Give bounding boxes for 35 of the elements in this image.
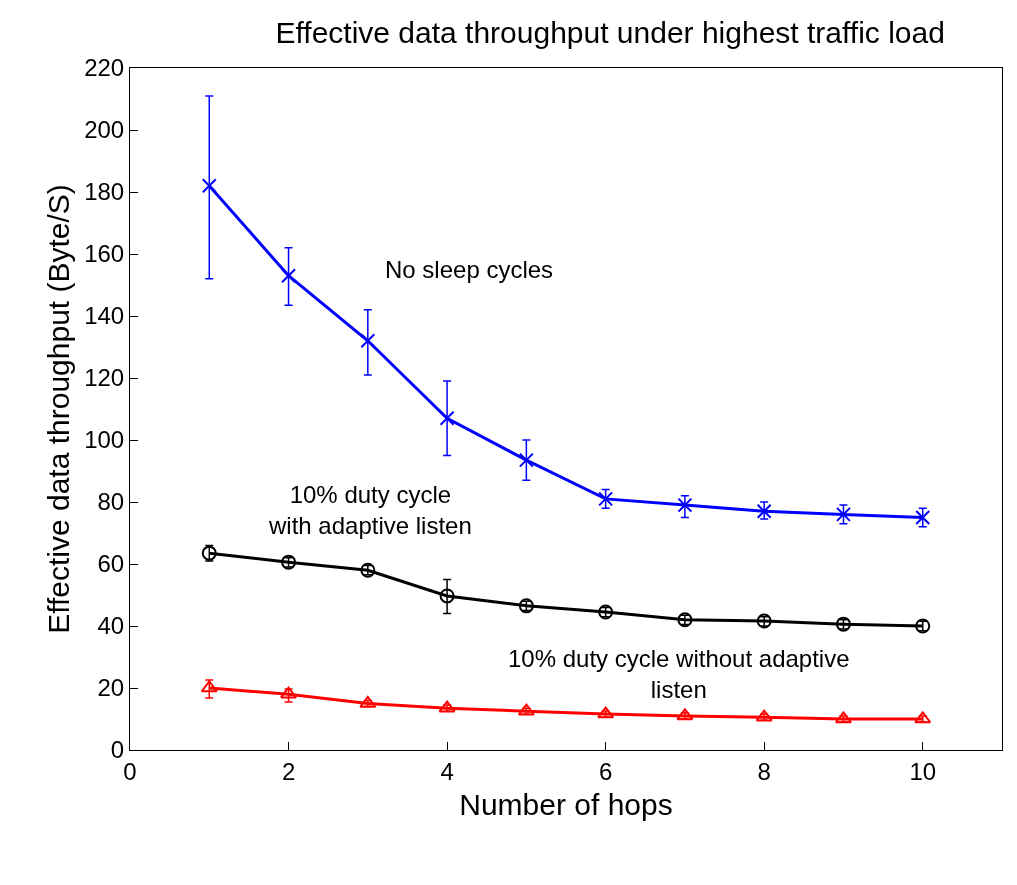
point xyxy=(518,452,534,468)
point xyxy=(755,709,773,722)
x-tick-label: 6 xyxy=(598,757,613,785)
y-axis-title: Effective data throughput (Byte/S) xyxy=(42,184,76,634)
y-tick-label: 40 xyxy=(97,612,125,640)
point xyxy=(200,680,218,693)
annotation: 10% duty cycle without adaptive listen xyxy=(508,645,850,704)
point xyxy=(438,700,456,713)
point xyxy=(677,497,693,513)
point xyxy=(201,178,217,194)
annotation: 10% duty cycle with adaptive listen xyxy=(268,481,472,540)
y-tick-label: 140 xyxy=(84,302,125,330)
point xyxy=(360,333,376,349)
x-tick-label: 4 xyxy=(440,757,454,785)
y-tick-label: 120 xyxy=(84,364,125,392)
point xyxy=(439,410,455,426)
point xyxy=(439,588,455,604)
x-axis-title: Number of hops xyxy=(459,788,673,822)
y-tick-label: 200 xyxy=(84,116,125,144)
y-tick-label: 0 xyxy=(110,736,125,764)
x-tick-label: 2 xyxy=(281,757,296,785)
point xyxy=(281,268,297,284)
y-tick-label: 100 xyxy=(84,426,125,454)
y-tick-label: 160 xyxy=(84,240,125,268)
chart-title: Effective data throughput under highest traffic load xyxy=(275,16,945,50)
y-tick-label: 80 xyxy=(97,488,125,516)
x-tick-label: 8 xyxy=(757,757,771,785)
y-tick-label: 60 xyxy=(97,550,125,578)
x-tick-label: 10 xyxy=(909,757,937,785)
point xyxy=(597,706,615,719)
y-tick-label: 20 xyxy=(97,674,125,702)
y-tick-label: 180 xyxy=(84,178,125,206)
y-tick-label: 220 xyxy=(84,54,125,82)
annotation: No sleep cycles xyxy=(385,256,554,283)
point xyxy=(280,686,298,699)
